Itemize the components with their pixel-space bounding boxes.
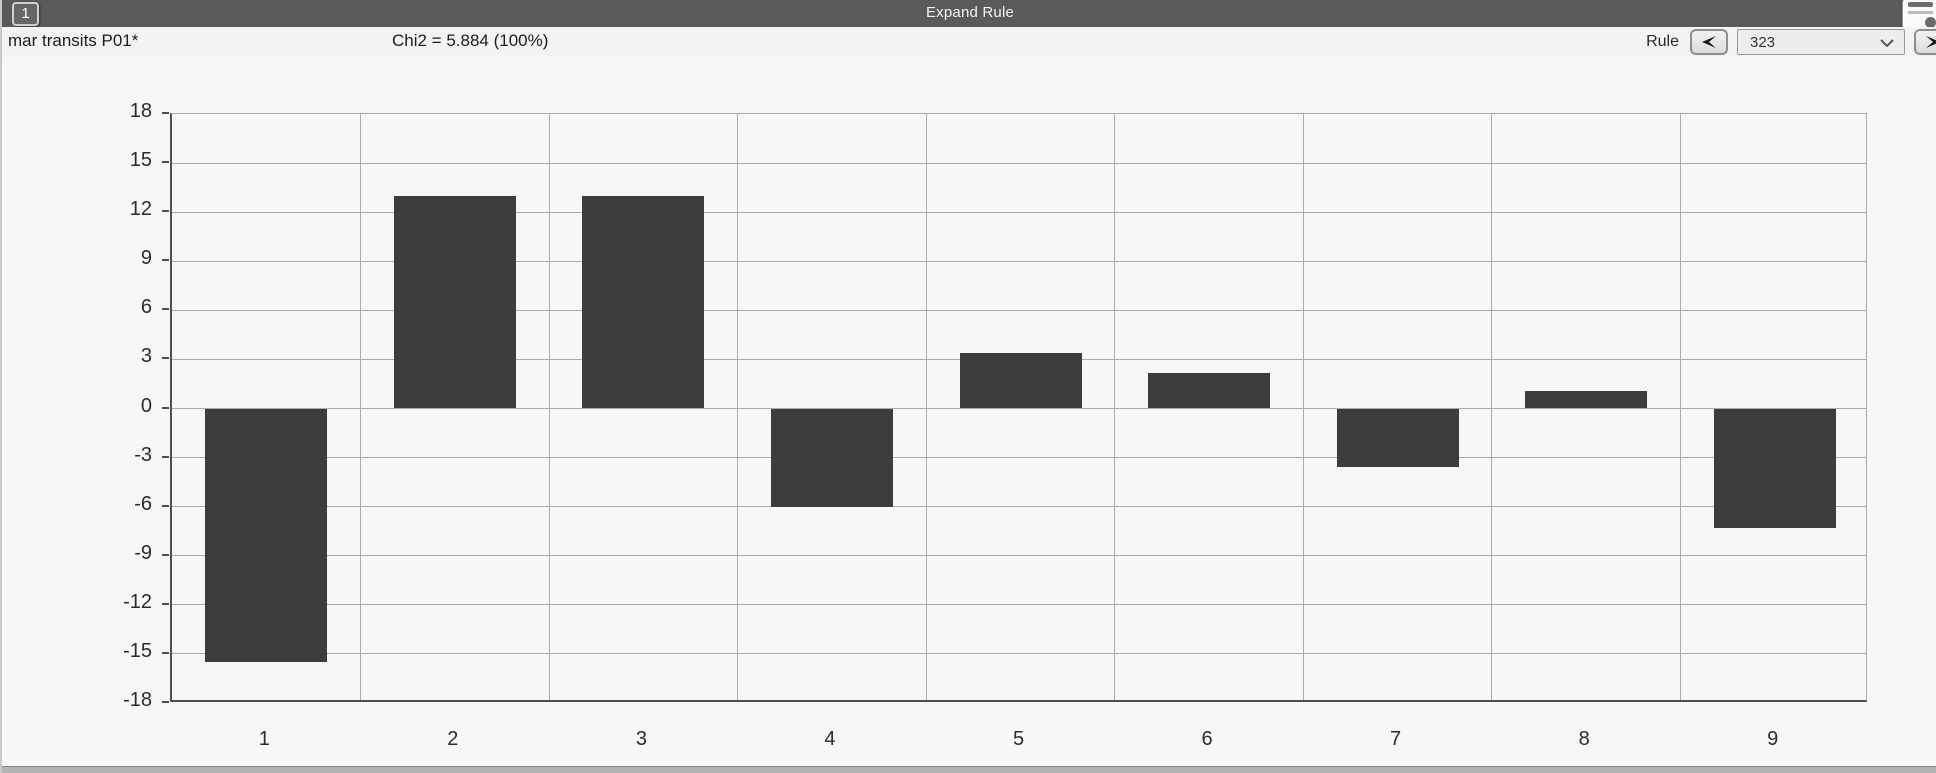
y-axis-label: -15: [123, 639, 152, 662]
x-axis-label: 7: [1390, 728, 1402, 750]
y-axis-tick: [162, 701, 169, 703]
rule-number-select[interactable]: 323: [1737, 29, 1905, 55]
y-gridline: [172, 457, 1866, 459]
window-bottom-edge: [2, 766, 1936, 773]
y-axis-label: -6: [134, 492, 152, 515]
x-axis-label: 1: [258, 728, 270, 750]
bar-2: [394, 195, 516, 409]
y-axis-label: -9: [134, 541, 152, 564]
y-gridline: [172, 555, 1866, 557]
y-axis-tick: [162, 210, 169, 213]
y-axis-tick: [162, 651, 169, 654]
x-gridline: [1302, 114, 1304, 700]
corner-icon-dot: [1925, 17, 1936, 28]
y-axis-tick: [162, 602, 169, 605]
window-title: Expand Rule: [925, 4, 1015, 21]
y-axis-tick: [162, 112, 169, 114]
chevron-down-icon: [1880, 39, 1894, 47]
previous-rule-button[interactable]: [1690, 29, 1728, 55]
bar-7: [1337, 408, 1459, 468]
arrow-left-icon: [1702, 36, 1716, 48]
bar-1: [205, 408, 327, 663]
y-axis-label: 18: [129, 100, 152, 122]
x-gridline: [548, 114, 550, 700]
y-axis-label: 15: [129, 149, 152, 172]
y-axis-label: 3: [140, 345, 152, 368]
x-axis-label: 2: [447, 728, 459, 750]
x-gridline: [1114, 114, 1116, 700]
bar-6: [1148, 372, 1270, 409]
y-axis-label: 6: [140, 296, 152, 319]
y-axis-tick: [162, 455, 169, 458]
bar-5: [960, 352, 1082, 409]
corner-icon-bar: [1908, 2, 1933, 7]
y-gridline: [172, 604, 1866, 606]
x-axis-label: 9: [1767, 728, 1779, 750]
bar-3: [582, 195, 704, 409]
header-row: mar transits P01* Chi2 = 5.884 (100%) Ru…: [2, 27, 1936, 57]
title-bar: 1 Expand Rule: [2, 0, 1936, 32]
y-gridline: [172, 506, 1866, 508]
bar-4: [771, 408, 893, 507]
x-gridline: [737, 114, 739, 700]
page-1-button[interactable]: 1: [12, 2, 39, 26]
rule-label: Rule: [1646, 33, 1679, 50]
y-axis-tick: [162, 161, 169, 164]
y-axis-label: -18: [123, 689, 152, 711]
y-axis-tick: [162, 357, 169, 360]
y-axis-label: 12: [129, 198, 152, 221]
bar-chart: 18 15 12 9 6 3 0 -3 -6 -9 -12 -15 -18 1 2 3 4 5 6 7 8 9: [2, 57, 1936, 757]
x-axis-label: 5: [1012, 728, 1025, 750]
arrow-right-icon: [1926, 36, 1936, 48]
y-gridline: [172, 162, 1866, 164]
chi2-value-label: Chi2 = 5.884 (100%): [392, 31, 549, 50]
y-axis-tick: [162, 406, 169, 409]
rule-number-value: 323: [1750, 34, 1776, 51]
y-gridline: [172, 309, 1866, 311]
x-axis-label: 4: [824, 728, 836, 750]
x-axis-label: 3: [635, 728, 647, 750]
y-axis-label: 0: [140, 394, 152, 417]
bar-8: [1525, 390, 1647, 409]
x-gridline: [1679, 114, 1681, 700]
y-gridline: [172, 408, 1866, 409]
y-gridline: [172, 211, 1866, 213]
y-axis-tick: [162, 553, 169, 556]
y-axis-tick: [162, 504, 169, 507]
next-rule-button[interactable]: [1914, 29, 1936, 55]
y-gridline: [172, 653, 1866, 655]
y-axis-tick: [162, 308, 169, 311]
bar-9: [1714, 408, 1836, 528]
x-axis-label: 8: [1578, 728, 1590, 750]
corner-icon-line: [1908, 11, 1933, 14]
window-corner-icon[interactable]: [1902, 0, 1936, 32]
plot-area: [170, 113, 1867, 702]
y-axis-tick: [162, 259, 169, 262]
x-gridline: [360, 114, 362, 700]
x-axis-label: 6: [1201, 728, 1213, 750]
y-axis-label: -12: [123, 590, 152, 613]
x-gridline: [925, 114, 927, 700]
chart-subject-label: mar transits P01*: [8, 31, 139, 50]
x-gridline: [1491, 114, 1493, 700]
y-axis-label: 9: [140, 247, 152, 270]
y-axis-label: -3: [134, 443, 152, 466]
y-gridline: [172, 260, 1866, 262]
rule-navigator: Rule 323: [1646, 29, 1936, 55]
